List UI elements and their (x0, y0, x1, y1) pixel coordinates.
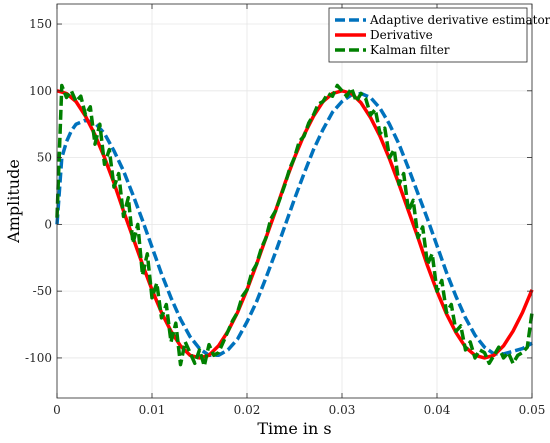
y-tick-label: 150 (29, 17, 52, 31)
series-line-derivative (56, 89, 534, 360)
y-tick-label: 100 (29, 84, 52, 98)
x-tick-label: 0.03 (329, 403, 356, 417)
x-tick-label: 0.01 (139, 403, 166, 417)
y-tick-label: 50 (37, 151, 52, 165)
series-line-adaptive-derivative-estimator (55, 91, 533, 358)
y-axis-title: Amplitude (4, 159, 23, 244)
legend-item-kalman: Kalman filter (335, 43, 450, 57)
x-tick-label: 0.04 (424, 403, 451, 417)
x-tick-label: 0.02 (234, 403, 261, 417)
x-axis-title: Time in s (257, 419, 331, 438)
legend-item-derivative: Derivative (335, 28, 433, 42)
legend-label-adaptive: Adaptive derivative estimator (369, 13, 550, 27)
legend: Adaptive derivative estimator Derivative… (328, 7, 550, 63)
y-tick-label: 0 (44, 217, 52, 231)
legend-label-kalman: Kalman filter (370, 43, 450, 57)
plot-frame (56, 3, 533, 399)
axes (56, 3, 533, 399)
series-line-kalman-filter (55, 83, 534, 368)
y-tick-label: -100 (25, 351, 52, 365)
x-tick-label: 0.05 (519, 403, 546, 417)
y-tick-label: -50 (33, 284, 52, 298)
tick-labels: 0 0.01 0.02 0.03 0.04 0.05 -100 -50 0 50 100 150 (25, 17, 545, 417)
plot-area (55, 83, 534, 368)
x-tick-label: 0 (53, 403, 61, 417)
legend-item-adaptive: Adaptive derivative estimator (335, 13, 550, 27)
legend-label-derivative: Derivative (370, 28, 433, 42)
